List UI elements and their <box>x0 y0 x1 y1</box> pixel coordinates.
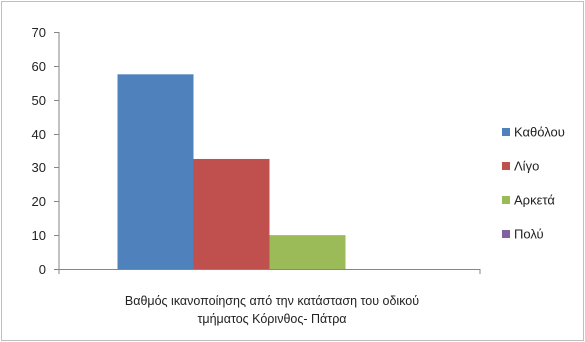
bar-3 <box>269 235 346 269</box>
y-tick-label: 40 <box>32 127 46 142</box>
y-axis: 0 10 20 30 40 50 60 70 <box>32 25 60 277</box>
legend-label: Καθόλου <box>514 125 565 140</box>
bar-1 <box>117 74 194 269</box>
x-axis <box>54 269 481 274</box>
y-tick-label: 30 <box>32 160 46 175</box>
bars <box>117 74 346 269</box>
legend-swatch <box>502 230 510 238</box>
legend-label: Αρκετά <box>514 193 555 208</box>
category-label-line-1: Βαθμός ικανοποίησης από την κατάσταση το… <box>124 294 420 308</box>
legend: Καθόλου Λίγο Αρκετά Πολύ <box>502 125 565 242</box>
legend-label: Πολύ <box>514 227 544 242</box>
y-tick-label: 60 <box>32 59 46 74</box>
y-tick-label: 10 <box>32 228 46 243</box>
y-tick-label: 20 <box>32 194 46 209</box>
legend-label: Λίγο <box>514 159 539 174</box>
category-label-line-2: τμήματος Κόρινθος- Πάτρα <box>197 312 347 326</box>
legend-swatch <box>502 196 510 204</box>
y-tick-label: 0 <box>39 262 46 277</box>
category-label: Βαθμός ικανοποίησης από την κατάσταση το… <box>62 292 482 328</box>
legend-swatch <box>502 128 510 136</box>
y-tick-label: 50 <box>32 93 46 108</box>
legend-swatch <box>502 162 510 170</box>
y-tick-label: 70 <box>32 25 46 40</box>
bar-2 <box>193 158 270 269</box>
